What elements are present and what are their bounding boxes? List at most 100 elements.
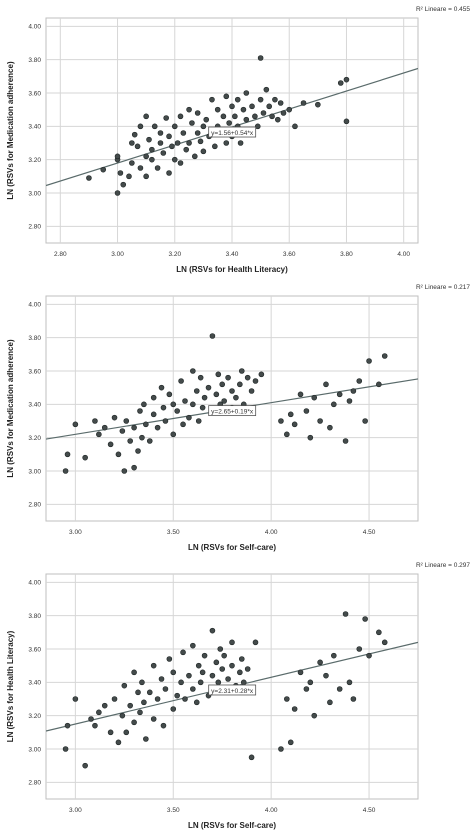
y-axis-label: LN (RSVs for Medication adherence)	[6, 339, 15, 478]
x-axis-label: LN (RSVs for Self-care)	[188, 821, 276, 830]
data-point	[137, 165, 144, 171]
data-point	[158, 676, 165, 682]
data-point	[111, 414, 118, 421]
data-point	[311, 712, 318, 719]
equation-label: y=1.56+0.54*x	[208, 126, 257, 138]
data-point	[203, 116, 210, 123]
data-point	[170, 431, 177, 438]
data-point	[229, 388, 235, 394]
data-point	[160, 150, 167, 156]
data-point	[323, 672, 329, 679]
y-tick-label: 3.80	[28, 57, 41, 64]
data-point	[233, 394, 239, 401]
y-tick-label: 3.40	[28, 680, 41, 687]
data-point	[180, 421, 186, 428]
data-point	[248, 388, 255, 394]
data-point	[154, 165, 161, 171]
data-point	[137, 709, 143, 716]
y-tick-label: 3.00	[28, 190, 41, 197]
data-point	[100, 166, 107, 173]
data-point	[307, 679, 314, 686]
data-point	[186, 106, 192, 113]
y-tick-label: 2.80	[28, 502, 41, 509]
data-point	[342, 611, 349, 617]
data-point	[362, 418, 368, 424]
data-point	[139, 679, 145, 686]
data-point	[194, 110, 201, 116]
data-point	[189, 120, 195, 126]
y-tick-label: 3.20	[28, 713, 41, 720]
data-point	[157, 130, 164, 136]
data-point	[331, 401, 337, 408]
data-point	[229, 103, 235, 110]
data-point	[274, 116, 281, 123]
data-point	[72, 696, 79, 702]
data-point	[150, 411, 157, 418]
data-point	[317, 659, 323, 666]
data-point	[174, 408, 180, 414]
data-point	[101, 702, 108, 709]
y-tick-label: 2.80	[28, 224, 41, 231]
data-point	[170, 401, 177, 408]
data-point	[193, 388, 200, 394]
r-squared-label: R² Lineare = 0.455	[416, 6, 470, 13]
data-point	[215, 679, 222, 686]
scatter-chart-3: 2.80 3.00 3.20 3.40 3.60 3.80 4.00 3.00 3.50 4.00…	[6, 562, 470, 830]
data-point	[190, 368, 196, 374]
data-point	[284, 696, 290, 702]
data-point	[277, 100, 284, 106]
data-point	[174, 140, 181, 146]
data-point	[297, 391, 304, 398]
data-point	[366, 652, 372, 659]
data-point	[131, 131, 138, 138]
data-point	[286, 106, 293, 113]
data-point	[126, 173, 132, 180]
data-point	[337, 80, 344, 86]
data-point	[170, 706, 177, 712]
data-point	[123, 729, 130, 736]
data-point	[193, 699, 200, 706]
data-point	[135, 689, 141, 696]
data-point	[257, 55, 264, 61]
equation-box	[208, 405, 257, 417]
data-point	[178, 378, 184, 384]
chart-panel-2: 2.80 3.00 3.20 3.40 3.60 3.80 4.00 3.00 3.50 4.00…	[0, 278, 474, 556]
data-point	[186, 414, 192, 421]
data-point	[249, 103, 255, 110]
data-point	[171, 123, 178, 130]
data-point	[263, 86, 270, 93]
x-tick-label: 3.50	[167, 807, 180, 814]
data-point	[197, 374, 204, 381]
data-point	[154, 696, 161, 702]
data-point	[186, 672, 192, 679]
data-point	[166, 133, 172, 140]
gridlines	[46, 18, 418, 243]
data-point	[226, 120, 232, 126]
data-point	[266, 103, 273, 110]
data-point	[238, 656, 245, 662]
x-tick-label: 2.80	[54, 251, 67, 258]
data-point	[139, 434, 145, 441]
data-point	[121, 468, 128, 474]
data-point	[120, 181, 127, 188]
data-point	[171, 156, 178, 163]
r-squared-label: R² Lineare = 0.297	[416, 562, 470, 569]
data-point	[107, 441, 114, 448]
data-point	[157, 140, 164, 146]
data-point	[143, 173, 149, 180]
data-point	[311, 394, 318, 401]
data-point	[280, 110, 287, 116]
data-point	[154, 424, 161, 431]
data-point	[160, 404, 167, 411]
data-point	[252, 378, 259, 384]
data-point	[254, 123, 261, 130]
data-point	[366, 358, 372, 364]
data-point	[343, 118, 350, 125]
data-point	[134, 143, 141, 150]
data-point	[336, 686, 343, 692]
data-point	[129, 140, 135, 146]
x-axis-label: LN (RSVs for Self-care)	[188, 543, 276, 552]
data-point	[199, 404, 206, 411]
y-tick-label: 4.00	[28, 580, 41, 587]
data-point	[212, 143, 218, 150]
